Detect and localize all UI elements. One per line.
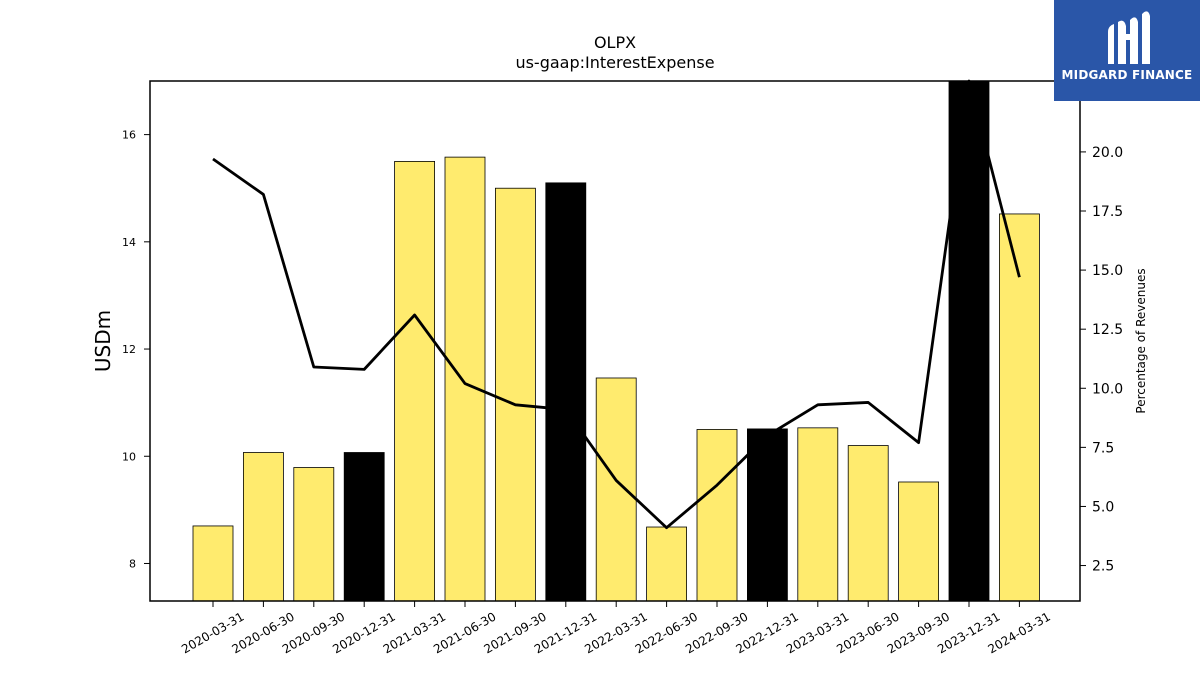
y2-tick-label: 20.0 <box>1092 145 1123 161</box>
bar-2022-06-30 <box>646 526 687 602</box>
bar-2023-12-31 <box>948 80 990 602</box>
y2-axis: 2.5 5.0 7.5 10.0 12.5 15.0 17.5 20.0 <box>1080 145 1123 575</box>
y-tick-label: 12 <box>122 343 136 356</box>
y-axis: 8 10 12 14 16 <box>122 129 150 570</box>
y2-tick-label: 7.5 <box>1092 440 1114 456</box>
bar-2020-03-31 <box>192 525 234 602</box>
bars-group <box>192 80 1040 602</box>
brand-logo: MIDGARD FINANCE <box>1054 0 1200 101</box>
bar-2020-12-31 <box>343 452 385 602</box>
bar-2020-09-30 <box>293 467 335 602</box>
bar-2021-06-30 <box>444 156 486 602</box>
bar-2022-03-31 <box>595 377 637 602</box>
y-axis-label: USDm <box>91 310 115 372</box>
y2-tick-label: 10.0 <box>1092 381 1123 397</box>
plot-frame <box>149 80 1081 602</box>
bar-2021-03-31 <box>394 161 436 602</box>
x-axis: 2020-03-312020-06-302020-09-302020-12-31… <box>179 601 1053 656</box>
bar-2023-03-31 <box>797 427 839 602</box>
y2-tick-label: 2.5 <box>1092 559 1114 575</box>
bar-2022-09-30 <box>696 429 738 602</box>
chart-title: OLPX <box>594 33 636 52</box>
logo-text: MIDGARD FINANCE <box>1061 68 1193 82</box>
y-tick-label: 8 <box>129 557 136 570</box>
y-tick-label: 14 <box>122 236 136 249</box>
revenue-percentage-line <box>212 79 1021 530</box>
midgard-logo-icon <box>1108 11 1150 64</box>
bar-2021-09-30 <box>494 187 536 602</box>
bar-2022-12-31 <box>747 428 788 602</box>
y-tick-label: 16 <box>122 129 136 142</box>
bar-2023-06-30 <box>847 445 889 602</box>
chart-subtitle: us-gaap:InterestExpense <box>515 53 714 72</box>
y2-tick-label: 17.5 <box>1092 204 1123 220</box>
bar-2020-06-30 <box>242 452 284 602</box>
y2-tick-label: 15.0 <box>1092 263 1123 279</box>
y2-tick-label: 5.0 <box>1092 499 1114 515</box>
bar-2024-03-31 <box>999 213 1040 602</box>
y2-axis-label: Percentage of Revenues <box>1134 268 1148 413</box>
bar-2023-09-30 <box>898 481 939 602</box>
bar-2021-12-31 <box>545 182 587 602</box>
line-layer <box>212 79 1021 530</box>
y-tick-label: 10 <box>122 450 136 463</box>
y2-tick-label: 12.5 <box>1092 322 1123 338</box>
